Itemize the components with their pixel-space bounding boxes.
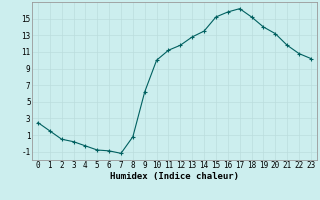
X-axis label: Humidex (Indice chaleur): Humidex (Indice chaleur) [110,172,239,181]
